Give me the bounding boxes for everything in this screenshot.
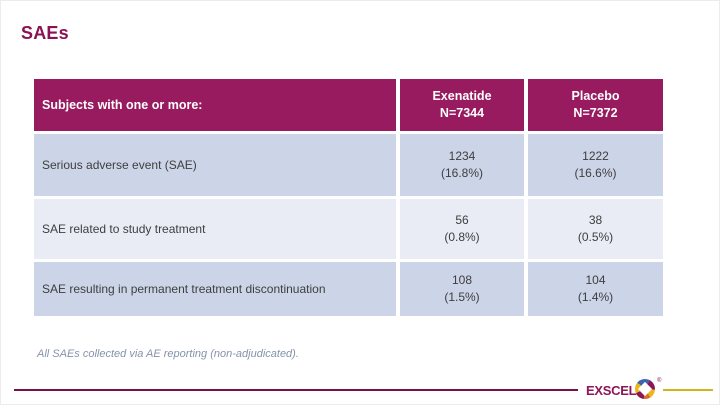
row-label-serious-adverse-event: Serious adverse event (SAE) [34, 134, 396, 196]
cell-percent: (16.6%) [574, 166, 617, 180]
row-label-sae-related-treatment: SAE related to study treatment [34, 199, 396, 259]
footer-divider-yellow [663, 389, 713, 391]
column-name: Placebo [571, 89, 620, 104]
sae-summary-table: Subjects with one or more: Exenatide N=7… [34, 79, 663, 316]
cell-sae-exenatide: 1234 (16.8%) [400, 134, 524, 196]
cell-sae-placebo: 1222 (16.6%) [528, 134, 663, 196]
column-n: N=7372 [573, 106, 618, 120]
column-name: Exenatide [432, 89, 492, 104]
cell-count: 56 [455, 212, 469, 227]
row-label-sae-discontinuation: SAE resulting in permanent treatment dis… [34, 262, 396, 316]
page-title: SAEs [21, 23, 69, 43]
footer-divider-maroon [14, 389, 578, 391]
cell-count: 38 [588, 212, 603, 227]
cell-discont-exenatide: 108 (1.5%) [400, 262, 524, 316]
exscel-logo-icon [635, 379, 655, 399]
cell-count: 1234 [448, 148, 476, 163]
cell-count: 108 [451, 272, 473, 287]
table-header-exenatide: Exenatide N=7344 [400, 79, 524, 131]
cell-count: 104 [585, 272, 606, 287]
table-header-subjects: Subjects with one or more: [34, 79, 396, 131]
cell-percent: (0.8%) [444, 230, 480, 244]
cell-count: 1222 [582, 148, 609, 163]
cell-related-exenatide: 56 (0.8%) [400, 199, 524, 259]
cell-discont-placebo: 104 (1.4%) [528, 262, 663, 316]
cell-percent: (1.4%) [577, 290, 614, 304]
column-n: N=7344 [439, 106, 485, 120]
cell-percent: (0.5%) [577, 230, 614, 244]
registered-trademark-icon: ® [657, 378, 662, 384]
cell-percent: (1.5%) [444, 290, 480, 304]
exscel-wordmark: EXSCEL [586, 383, 637, 398]
footnote: All SAEs collected via AE reporting (non… [37, 348, 299, 360]
cell-percent: (16.8%) [440, 166, 484, 180]
cell-related-placebo: 38 (0.5%) [528, 199, 663, 259]
table-header-placebo: Placebo N=7372 [528, 79, 663, 131]
